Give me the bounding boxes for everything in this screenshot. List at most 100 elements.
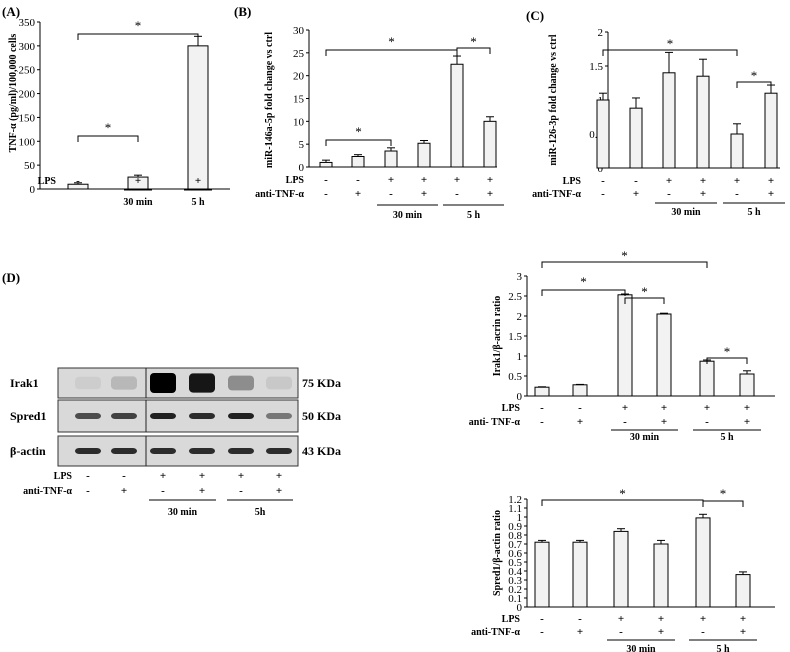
y-tick-label: 2 <box>598 27 604 39</box>
condition-mark: - <box>601 188 605 200</box>
blot-band <box>75 413 101 419</box>
condition-mark: + <box>666 175 672 187</box>
blot-condition-mark: - <box>86 470 90 482</box>
y-tick-label: 0 <box>517 602 523 614</box>
blot-condition-mark: - <box>86 485 90 497</box>
blot-protein-label: Spred1 <box>10 409 46 423</box>
blot-condition-mark: + <box>160 470 166 482</box>
group-label: 5 h <box>716 644 730 652</box>
condition-mark: + <box>355 188 361 200</box>
condition-mark: + <box>661 416 667 428</box>
group-label: 5 h <box>467 210 481 221</box>
blot-band <box>189 373 215 393</box>
bar <box>417 142 431 168</box>
condition-mark: + <box>487 188 493 200</box>
y-tick-label: 1.2 <box>508 494 522 506</box>
significance-star: * <box>724 344 731 359</box>
condition-label: anti-TNF-α <box>255 189 304 200</box>
bar <box>695 517 711 608</box>
condition-mark: + <box>388 174 394 186</box>
y-tick-label: 1.1 <box>508 503 522 515</box>
significance-bracket <box>736 81 772 88</box>
blot-row-3: β-actin 43 KDa <box>10 435 341 467</box>
blot-condition-mark: + <box>276 485 282 497</box>
blot-band <box>75 376 101 390</box>
condition-mark: - <box>540 626 544 638</box>
bar <box>739 373 755 397</box>
y-axis-label: Spred1/β-actin ratio <box>492 510 503 596</box>
y-tick-label: 1 <box>517 351 523 363</box>
condition-mark: + <box>740 626 746 638</box>
y-tick-label: 1.5 <box>508 331 522 343</box>
significance-star: * <box>751 68 758 83</box>
condition-mark: + <box>633 188 639 200</box>
condition-mark: + <box>734 175 740 187</box>
y-tick-label: 0.1 <box>508 593 522 605</box>
significance-bracket <box>325 49 458 56</box>
blot-size-label: 43 KDa <box>302 444 341 458</box>
condition-mark: + <box>577 626 583 638</box>
bar <box>764 92 778 169</box>
y-axis-label: Irak1/β-acrin ratio <box>492 296 503 377</box>
blot-row-1: Irak1 75 KDa <box>10 367 341 399</box>
group-label: 30 min <box>123 197 153 208</box>
condition-mark: - <box>667 188 671 200</box>
bar <box>653 543 669 608</box>
y-tick-label: 3 <box>517 271 523 283</box>
chart-b: 0 5 10 15 20 25 30 miR-146a-5p fold change vs c… <box>255 25 504 221</box>
blot-band <box>266 413 292 419</box>
y-tick-label: 300 <box>19 41 36 53</box>
condition-mark: + <box>700 188 706 200</box>
condition-mark: + <box>744 416 750 428</box>
significance-star: * <box>619 486 626 501</box>
chart-d1: 0 0.5 1 1.5 2 2.5 3 Irak1/β-acrin ratio LPS - - + + +… <box>469 248 775 443</box>
blot-condition-mark: - <box>122 470 126 482</box>
panel-label-b: (B) <box>234 4 251 19</box>
y-axis-label: miR-146a-5p fold change vs ctrl <box>264 32 275 168</box>
y-tick-label: 0.4 <box>508 566 522 578</box>
bar <box>534 386 550 397</box>
condition-mark: - <box>540 613 544 625</box>
blot-condition-mark: + <box>199 485 205 497</box>
y-tick-label: 25 <box>293 48 305 60</box>
condition-mark: + <box>622 402 628 414</box>
blot-condition-label: anti-TNF-α <box>23 486 72 497</box>
blot-condition-mark: - <box>161 485 165 497</box>
condition-mark: - <box>578 613 582 625</box>
condition-mark: - <box>619 626 623 638</box>
condition-mark: - <box>324 174 328 186</box>
condition-mark: + <box>704 402 710 414</box>
significance-bracket <box>456 47 491 54</box>
condition-mark: + <box>744 402 750 414</box>
group-label: 30 min <box>630 432 660 443</box>
bar <box>629 107 643 169</box>
condition-label: anti- TNF-α <box>469 417 521 428</box>
blot-condition-mark: - <box>239 485 243 497</box>
bar <box>572 541 588 608</box>
y-tick-label: 15 <box>293 94 305 106</box>
significance-star: * <box>641 284 648 299</box>
condition-label: anti-TNF-α <box>471 627 520 638</box>
blot-band <box>111 413 137 419</box>
blot-condition-mark: + <box>121 485 127 497</box>
y-tick-label: 350 <box>19 17 36 29</box>
significance-bracket <box>77 33 199 40</box>
blot-band <box>111 448 137 454</box>
blot-band <box>266 376 292 390</box>
condition-mark: + <box>768 175 774 187</box>
blot-row-2: Spred1 50 KDa <box>10 399 341 433</box>
condition-mark: - <box>735 188 739 200</box>
condition-mark: - <box>455 188 459 200</box>
condition-mark: - <box>389 188 393 200</box>
y-tick-label: 0 <box>299 162 305 174</box>
y-tick-label: 1.5 <box>589 61 603 73</box>
condition-mark: - <box>601 175 605 187</box>
panel-label-a: (A) <box>2 4 20 19</box>
blot-band <box>266 448 292 454</box>
condition-label: LPS <box>286 175 305 186</box>
y-tick-label: 100 <box>19 136 36 148</box>
group-label: 30 min <box>626 644 656 652</box>
blot-band <box>228 413 254 419</box>
